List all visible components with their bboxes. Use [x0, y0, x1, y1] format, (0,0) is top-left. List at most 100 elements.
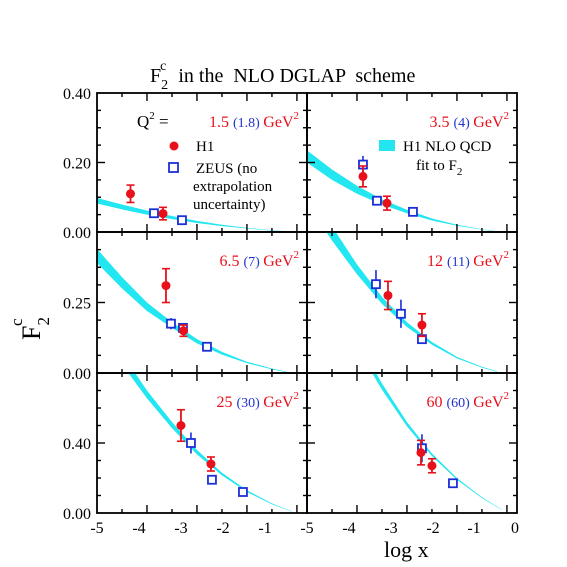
q2-value-p5: 25 (30) GeV2: [216, 390, 299, 411]
h1-point-p4-0: [383, 290, 393, 300]
ylabel-sup: c: [7, 318, 26, 326]
q2-zeus-p6: (60): [446, 396, 473, 411]
q2-h1-p5: 25: [216, 394, 236, 411]
y-axis-label: F2c: [7, 317, 53, 340]
y-tick-label-p1: 0.40: [63, 86, 91, 103]
legend-band-sub: 2: [457, 166, 463, 178]
legend-h1-marker: [169, 141, 179, 151]
zeus-point-p1-0: [149, 208, 159, 219]
zeus-point-p6-1: [448, 478, 458, 489]
y-tick-label-p3: 0.25: [63, 296, 91, 313]
panels-group: 0.400.200.001.5 (1.8) GeV2 3.5 (4) GeV20.…: [63, 86, 518, 523]
chart-title: F2 c in the NLO DGLAP scheme: [150, 59, 415, 93]
h1-point-p1-1: [158, 209, 168, 219]
q2-value-p1: 1.5 (1.8) GeV2: [209, 110, 299, 131]
x-tick-label-10: 0: [511, 520, 519, 537]
q2-zeus-p1: (1.8): [233, 116, 263, 131]
ylabel-sub: 2: [34, 317, 53, 326]
q2-value-p2: 3.5 (4) GeV2: [429, 110, 509, 131]
title-sub: 2: [161, 78, 168, 93]
q2-exp: 2: [149, 110, 155, 122]
legend-band-line-1: H1 NLO QCD: [403, 139, 491, 155]
x-tick-label-5: -5: [300, 520, 313, 537]
q2-h1-p4: 12: [427, 253, 447, 270]
h1-point-p5-0: [176, 421, 186, 430]
zeus-point-p4-1: [396, 308, 406, 319]
q2-h1-p2: 3.5: [429, 114, 453, 131]
title-sup: c: [160, 59, 166, 74]
zeus-point-p5-0: [186, 438, 196, 448]
zeus-point-p3-0: [166, 318, 176, 329]
h1-point-p1-0: [125, 189, 135, 199]
zeus-point-p5-2: [238, 487, 248, 497]
x-tick-label-3: -2: [216, 520, 229, 537]
q2-eq: =: [155, 112, 169, 131]
q2-value-p6: 60 (60) GeV2: [426, 390, 509, 411]
panel-p1: 0.40 0.20 0.00 1.5 (1.8) GeV2: [63, 86, 308, 242]
q2-zeus-p3: (7): [243, 255, 263, 270]
y-tick-label-p1: 0.20: [63, 156, 91, 173]
h1-point-p6-1: [427, 461, 437, 471]
q2-value-p3: 6.5 (7) GeV2: [219, 249, 299, 270]
h1-point-p2-1: [382, 198, 392, 208]
fit-band-p2: [307, 150, 497, 232]
q2-unit-p3: GeV: [263, 253, 294, 270]
x-axis-label: log x: [384, 537, 429, 562]
x-tick-label-2: -3: [174, 520, 187, 537]
y-tick-label-p5: 0.00: [63, 506, 91, 523]
legend-zeus-line-3: uncertainty): [193, 197, 265, 213]
q2-zeus-p4: (11): [447, 255, 473, 270]
zeus-point-p2-1: [372, 195, 382, 206]
fit-band-p4: [326, 232, 497, 372]
legend-zeus-marker: [168, 162, 179, 173]
q2-h1-p6: 60: [426, 394, 446, 411]
legend-zeus-line-2: extrapolation: [193, 179, 273, 195]
q2-zeus-p2: (4): [453, 116, 473, 131]
panel-p3: 0.25 0.00 6.5 (7) GeV2: [63, 231, 308, 383]
legend-band-fit: fit to F: [416, 158, 457, 174]
q2-zeus-p5: (30): [236, 396, 263, 411]
q2-label: Q2 =: [137, 110, 169, 131]
legend-h1-label: H1: [196, 139, 214, 155]
q2-unit-exp-p4: 2: [504, 249, 510, 261]
q2-unit-exp-p5: 2: [294, 390, 300, 402]
x-tick-label-9: -1: [467, 520, 480, 537]
panel-p5: 0.40 0.00 25 (30) GeV2: [63, 372, 308, 523]
panel-p6: 60 (60) GeV2: [306, 372, 518, 514]
q2-unit-exp-p3: 2: [294, 249, 300, 261]
fit-band-p6: [372, 373, 502, 510]
q2-unit-exp-p1: 2: [294, 110, 300, 122]
q2-unit-exp-p2: 2: [504, 110, 510, 122]
title-rest: in the NLO DGLAP scheme: [178, 65, 415, 87]
x-tick-labels: -5 -4 -3 -2 -1 -5 -4 -3 -2 -1 0: [90, 520, 519, 537]
y-tick-label-p5: 0.40: [63, 436, 91, 453]
h1-point-p5-1: [206, 459, 216, 469]
legend-h1: H1: [169, 139, 214, 155]
title-f: F: [150, 65, 161, 87]
ylabel-f: F: [17, 326, 46, 340]
q2-h1-p3: 6.5: [219, 253, 243, 270]
panel-p2: 3.5 (4) GeV2: [306, 92, 518, 233]
q2-unit-p2: GeV: [473, 114, 504, 131]
x-tick-label-1: -4: [132, 520, 145, 537]
legend-band: H1 NLO QCD fit to F2: [379, 139, 491, 178]
x-tick-label-8: -2: [426, 520, 439, 537]
legend-band-line-2: fit to F2: [416, 158, 462, 178]
x-tick-label-0: -5: [90, 520, 103, 537]
h1-point-p2-0: [358, 171, 368, 181]
q2-value-p4: 12 (11) GeV2: [427, 249, 509, 270]
legend-zeus: ZEUS (no extrapolation uncertainty): [168, 161, 273, 213]
h1-point-p3-0: [161, 281, 171, 291]
y-tick-label-p1: 0.00: [63, 225, 91, 242]
q2-unit-exp-p6: 2: [504, 390, 510, 402]
x-tick-label-4: -1: [258, 520, 271, 537]
legend-q2: Q2 =: [137, 110, 169, 131]
zeus-point-p3-2: [202, 341, 212, 352]
q2-unit-p5: GeV: [263, 394, 294, 411]
q2-h1-p1: 1.5: [209, 114, 233, 131]
q2-unit-p6: GeV: [473, 394, 504, 411]
x-tick-label-6: -4: [342, 520, 355, 537]
h1-point-p6-0: [416, 448, 426, 458]
x-tick-label-7: -3: [384, 520, 397, 537]
